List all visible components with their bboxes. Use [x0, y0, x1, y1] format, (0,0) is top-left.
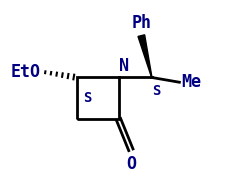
Text: S: S [83, 91, 91, 105]
Text: Ph: Ph [131, 14, 151, 32]
Polygon shape [138, 35, 152, 78]
Text: Me: Me [181, 73, 201, 91]
Text: N: N [119, 57, 129, 75]
Text: S: S [152, 84, 160, 98]
Text: O: O [126, 155, 136, 173]
Text: EtO: EtO [10, 63, 41, 81]
